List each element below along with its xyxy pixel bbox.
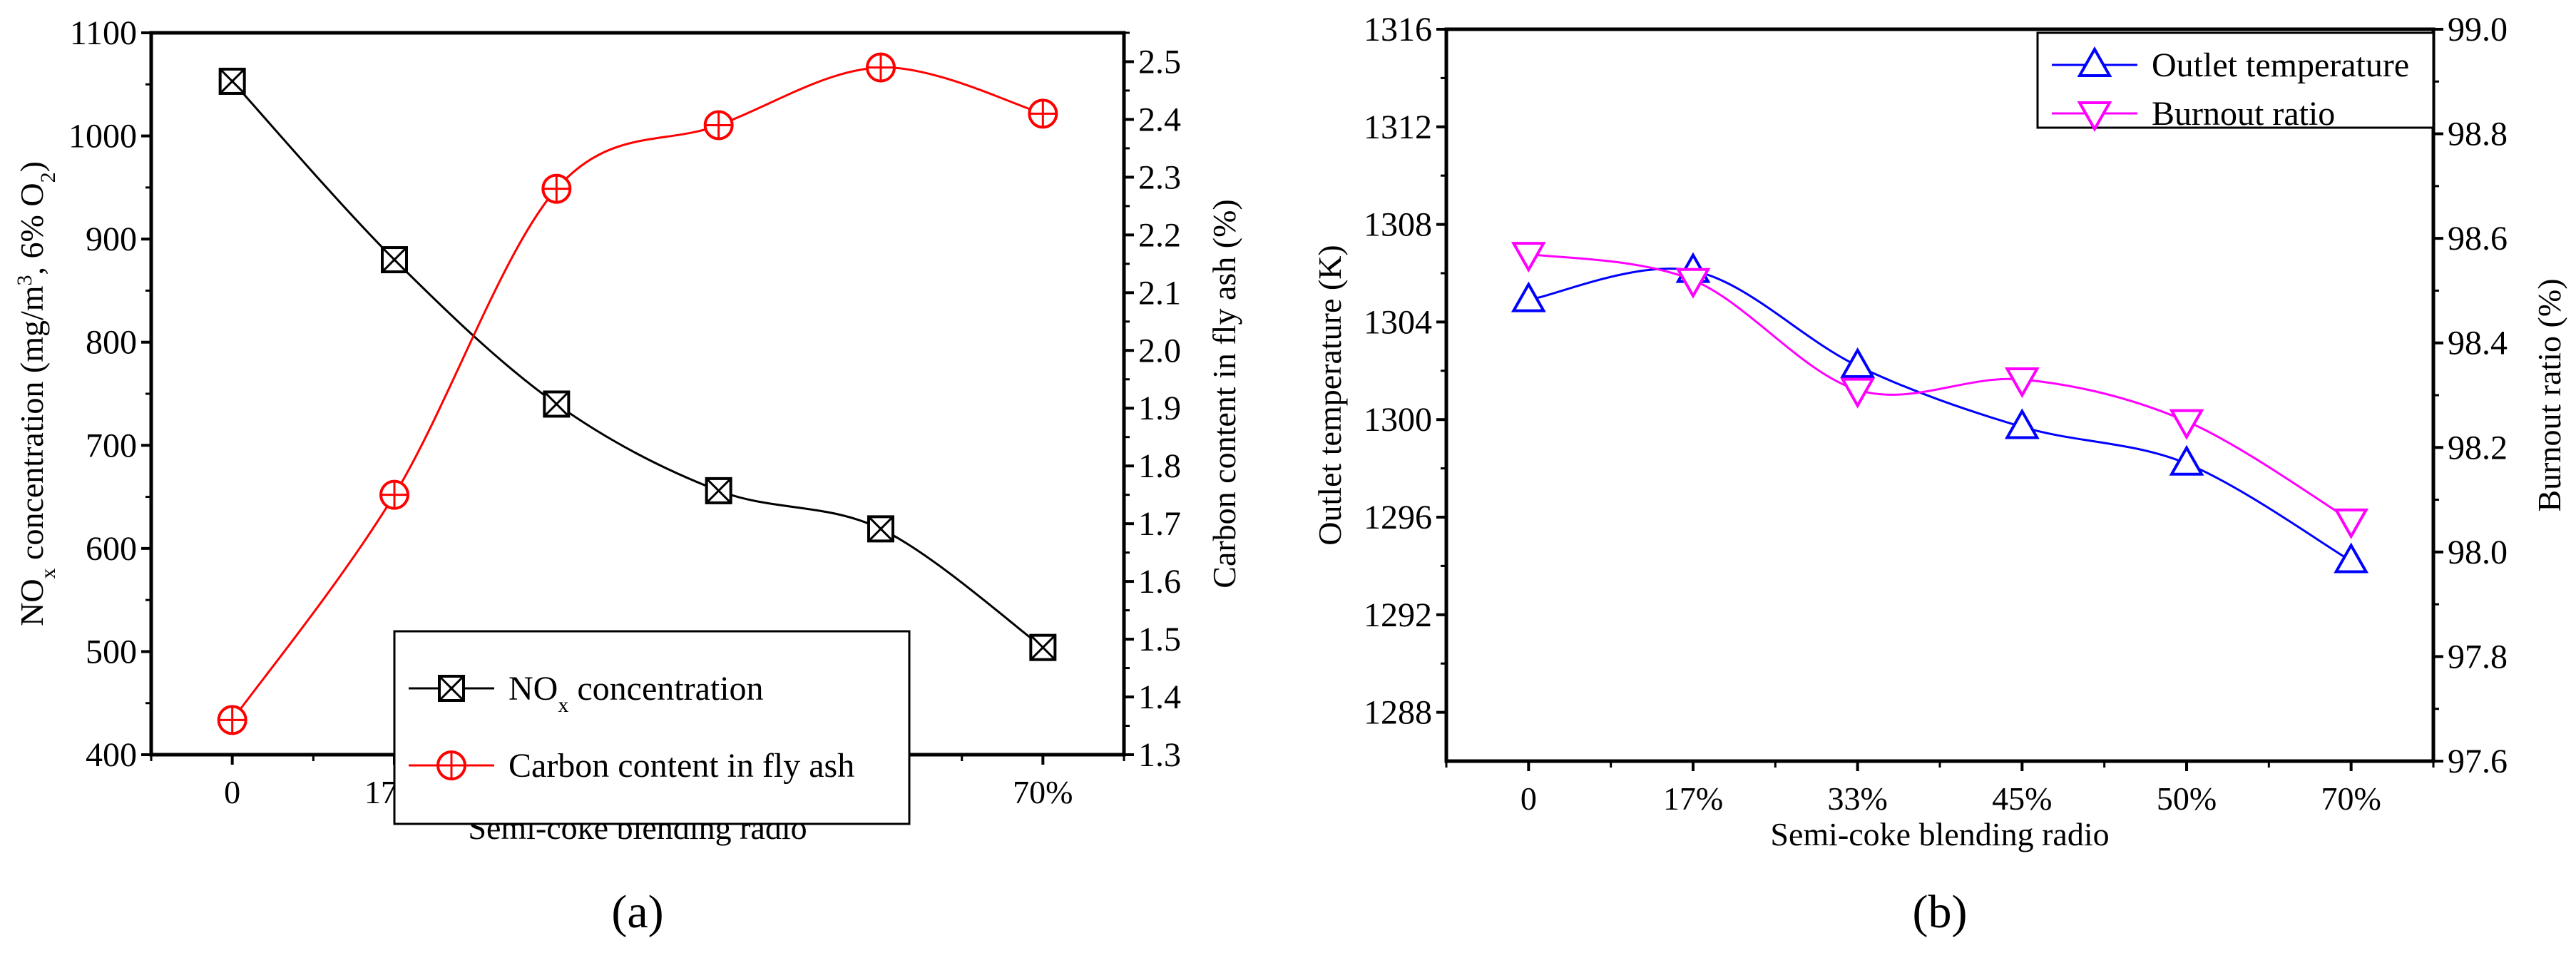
data-point-marker	[2004, 367, 2040, 399]
x-tick-label: 45%	[1992, 780, 2052, 817]
data-point-marker	[1840, 377, 1876, 409]
y-right-tick-label: 1.8	[1138, 447, 1181, 485]
chart-panel-a: 400 500 600 700 800 900 1000 1100 1.3 1.4 1.5 1.6 1.…	[13, 14, 1243, 938]
y-left-tick-label: 500	[86, 633, 137, 671]
y-right-tick-label: 1.3	[1138, 736, 1181, 774]
data-point-marker	[1511, 281, 1546, 312]
data-point-marker	[705, 476, 732, 504]
y-right-tick-label: 97.8	[2448, 638, 2508, 676]
y-right-tick-label: 2.5	[1138, 43, 1181, 81]
y-right-tick-label: 99.0	[2448, 11, 2508, 49]
y-left-axis-label: Outlet temperature (K)	[1312, 245, 1348, 545]
chart-panel-b: 1288 1292 1296 1300 1304 1308 1312 1316 97.6 97.8…	[1312, 11, 2567, 938]
x-tick-label: 33%	[1828, 780, 1888, 817]
x-tick-label: 0	[1520, 780, 1537, 817]
legend-box	[393, 630, 911, 825]
y-right-tick-label: 2.4	[1138, 101, 1181, 138]
x-tick-label: 0	[224, 774, 240, 810]
y-left-tick-label: 1304	[1364, 303, 1432, 341]
y-left-tick-label: 1316	[1364, 11, 1432, 49]
data-point-marker	[2334, 508, 2369, 539]
legend-marker	[436, 750, 466, 780]
y-left-tick-label: 1308	[1364, 206, 1432, 244]
data-point-marker	[867, 515, 894, 543]
x-axis-label: Semi-coke blending radio	[1770, 816, 2109, 852]
legend-label: Outlet temperature	[2152, 46, 2409, 84]
legend-marker	[438, 675, 465, 702]
y-right-tick-label: 1.5	[1138, 621, 1181, 658]
y-right-tick-label: 98.6	[2448, 220, 2508, 258]
legend-label: NOx concentration	[508, 670, 764, 717]
data-point-marker	[2004, 408, 2040, 439]
series-line-0	[1528, 267, 2352, 562]
y-left-tick-label: 1100	[70, 14, 137, 52]
y-right-tick-label: 1.6	[1138, 563, 1181, 601]
y-right-tick-label: 1.9	[1138, 389, 1181, 427]
y-left-tick-label: 800	[86, 324, 137, 362]
y-right-tick-label: 2.1	[1138, 274, 1181, 312]
y-left-tick-label: 1000	[68, 118, 137, 156]
legend-label: Carbon content in fly ash	[508, 747, 854, 785]
series-line-0	[231, 80, 1044, 648]
data-point-marker	[2169, 409, 2204, 440]
x-tick-label: 70%	[2321, 780, 2381, 817]
panel-label: (a)	[611, 886, 663, 938]
data-point-marker	[1028, 98, 1058, 129]
data-point-marker	[703, 110, 734, 141]
legend-marker	[2077, 101, 2112, 133]
y-left-tick-label: 900	[86, 220, 137, 258]
data-point-marker	[543, 390, 571, 418]
y-right-tick-label: 1.4	[1138, 678, 1181, 716]
data-point-marker	[381, 246, 408, 274]
y-right-axis-label: Burnout ratio (%)	[2531, 278, 2567, 511]
y-right-tick-label: 98.4	[2448, 325, 2508, 362]
y-left-axis-label: NOx concentration (mg/m3, 6% O2)	[13, 161, 60, 626]
panel-label: (b)	[1913, 886, 1968, 938]
legend: NOx concentration Carbon content in fly a…	[393, 630, 911, 825]
y-right-tick-label: 98.2	[2448, 429, 2508, 467]
y-right-tick-label: 2.3	[1138, 158, 1181, 196]
data-point-marker	[2334, 542, 2369, 574]
data-point-marker	[1029, 633, 1057, 661]
y-right-tick-label: 97.6	[2448, 743, 2508, 780]
y-right-tick-label: 2.0	[1138, 332, 1181, 370]
y-right-tick-label: 2.2	[1138, 216, 1181, 254]
series-line-1	[1528, 253, 2352, 522]
x-tick-label: 70%	[1013, 774, 1073, 810]
y-left-tick-label: 700	[86, 427, 137, 464]
plot-frame	[1444, 27, 2436, 763]
legend: Outlet temperature Burnout ratio	[2036, 31, 2435, 133]
x-tick-label: 17%	[1663, 780, 1723, 817]
data-point-marker	[379, 479, 409, 510]
y-right-tick-label: 1.7	[1138, 505, 1181, 543]
data-point-marker	[217, 705, 247, 735]
y-left-tick-label: 1300	[1364, 401, 1432, 439]
data-point-marker	[1511, 242, 1546, 273]
legend-marker	[2077, 46, 2112, 77]
data-point-marker	[1675, 267, 1711, 299]
data-point-marker	[541, 173, 572, 204]
data-point-marker	[218, 67, 246, 95]
y-right-tick-label: 98.8	[2448, 116, 2508, 153]
y-left-tick-label: 600	[86, 530, 137, 568]
y-left-tick-label: 400	[86, 736, 137, 774]
y-left-tick-label: 1296	[1364, 499, 1432, 536]
legend-label: Burnout ratio	[2152, 95, 2335, 133]
data-point-marker	[1840, 347, 1876, 378]
x-tick-label: 50%	[2157, 780, 2217, 817]
y-right-tick-label: 98.0	[2448, 534, 2508, 571]
y-left-tick-label: 1312	[1364, 108, 1432, 146]
y-left-tick-label: 1292	[1364, 596, 1432, 634]
series-line-1	[231, 66, 1043, 721]
y-left-tick-label: 1288	[1364, 694, 1432, 732]
data-point-marker	[866, 52, 896, 83]
y-right-axis-label: Carbon content in fly ash (%)	[1206, 199, 1242, 588]
data-point-marker	[2169, 444, 2204, 476]
